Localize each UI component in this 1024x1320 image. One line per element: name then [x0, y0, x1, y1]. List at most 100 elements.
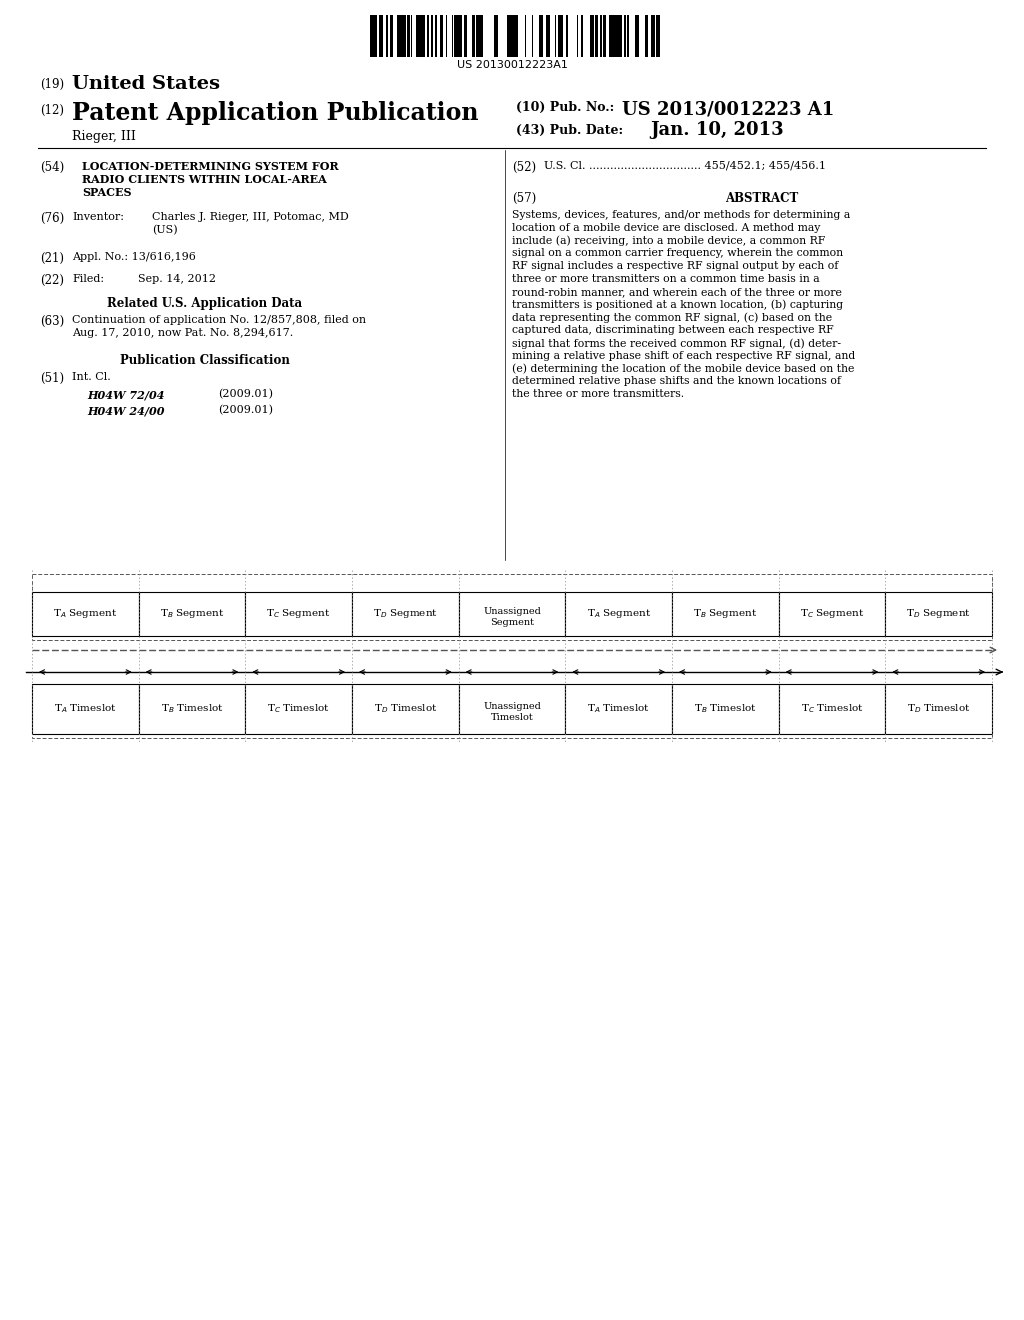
Text: US 20130012223A1: US 20130012223A1	[457, 59, 567, 70]
Text: Segment: Segment	[490, 618, 534, 627]
Text: the three or more transmitters.: the three or more transmitters.	[512, 389, 684, 399]
Bar	[672, 591, 778, 636]
Text: T$_{C}$ Timeslot: T$_{C}$ Timeslot	[267, 702, 330, 715]
Bar	[657, 15, 660, 57]
Text: T$_{A}$ Segment: T$_{A}$ Segment	[587, 607, 651, 620]
Text: T$_{B}$ Segment: T$_{B}$ Segment	[160, 607, 224, 620]
Text: Rieger, III: Rieger, III	[72, 129, 136, 143]
Bar	[560, 15, 563, 57]
Bar	[642, 15, 645, 57]
Bar	[370, 15, 373, 57]
Bar	[547, 15, 550, 57]
Text: Publication Classification: Publication Classification	[120, 354, 290, 367]
Bar	[595, 15, 598, 57]
Text: signal that forms the received common RF signal, (d) deter-: signal that forms the received common RF…	[512, 338, 841, 348]
Bar	[498, 15, 500, 57]
Bar	[483, 15, 486, 57]
Text: include (a) receiving, into a mobile device, a common RF: include (a) receiving, into a mobile dev…	[512, 235, 825, 246]
Text: (43) Pub. Date:: (43) Pub. Date:	[516, 124, 624, 137]
Bar	[433, 15, 435, 57]
Bar	[32, 684, 992, 738]
Text: determined relative phase shifts and the known locations of: determined relative phase shifts and the…	[512, 376, 841, 387]
Bar	[427, 15, 429, 57]
Bar	[543, 15, 546, 57]
Bar	[598, 15, 600, 57]
Bar	[586, 15, 589, 57]
Text: RADIO CLIENTS WITHIN LOCAL-AREA: RADIO CLIENTS WITHIN LOCAL-AREA	[82, 174, 327, 185]
Bar	[459, 684, 565, 734]
Bar	[464, 15, 467, 57]
Bar	[443, 15, 445, 57]
Text: Charles J. Rieger, III, Potomac, MD: Charles J. Rieger, III, Potomac, MD	[152, 213, 349, 222]
Text: T$_{A}$ Timeslot: T$_{A}$ Timeslot	[54, 702, 117, 715]
Bar	[886, 684, 992, 734]
Bar	[565, 684, 672, 734]
Bar	[32, 684, 138, 734]
Text: Timeslot: Timeslot	[490, 713, 534, 722]
Text: Sep. 14, 2012: Sep. 14, 2012	[138, 275, 216, 284]
Text: (54): (54)	[40, 161, 65, 174]
Bar	[617, 15, 620, 57]
Text: Aug. 17, 2010, now Pat. No. 8,294,617.: Aug. 17, 2010, now Pat. No. 8,294,617.	[72, 327, 293, 338]
Bar	[494, 15, 497, 57]
Text: (2009.01): (2009.01)	[218, 389, 273, 400]
Text: ABSTRACT: ABSTRACT	[725, 191, 799, 205]
Bar	[454, 15, 457, 57]
Text: (57): (57)	[512, 191, 537, 205]
Bar	[407, 15, 410, 57]
Text: Related U.S. Application Data: Related U.S. Application Data	[108, 297, 302, 310]
Bar	[425, 15, 427, 57]
Bar	[32, 591, 138, 636]
Bar	[400, 15, 403, 57]
Text: (63): (63)	[40, 315, 65, 327]
Bar	[352, 591, 459, 636]
Text: round-robin manner, and wherein each of the three or more: round-robin manner, and wherein each of …	[512, 286, 842, 297]
Bar	[516, 15, 518, 57]
Bar	[606, 15, 609, 57]
Bar	[490, 15, 494, 57]
Bar	[391, 15, 393, 57]
Bar	[480, 15, 483, 57]
Bar	[778, 684, 886, 734]
Bar	[590, 15, 593, 57]
Bar	[449, 15, 452, 57]
Bar	[886, 591, 992, 636]
Text: T$_{B}$ Segment: T$_{B}$ Segment	[693, 607, 758, 620]
Bar	[635, 15, 638, 57]
Bar	[620, 15, 622, 57]
Text: Int. Cl.: Int. Cl.	[72, 372, 111, 381]
Bar	[552, 15, 555, 57]
Bar	[556, 15, 558, 57]
Bar	[627, 15, 629, 57]
Bar	[568, 15, 570, 57]
Bar	[377, 15, 379, 57]
Bar	[416, 15, 419, 57]
Text: (2009.01): (2009.01)	[218, 405, 273, 416]
Text: (US): (US)	[152, 224, 177, 235]
Text: (22): (22)	[40, 275, 63, 286]
Text: H04W 72/04: H04W 72/04	[87, 389, 165, 400]
Bar	[246, 591, 352, 636]
Bar	[431, 15, 433, 57]
Text: Filed:: Filed:	[72, 275, 104, 284]
Text: T$_{A}$ Segment: T$_{A}$ Segment	[53, 607, 118, 620]
Bar	[489, 15, 490, 57]
Text: (76): (76)	[40, 213, 65, 224]
Bar	[370, 15, 373, 57]
Text: T$_{D}$ Timeslot: T$_{D}$ Timeslot	[907, 702, 971, 715]
Text: T$_{A}$ Timeslot: T$_{A}$ Timeslot	[587, 702, 650, 715]
Text: Unassigned: Unassigned	[483, 702, 541, 711]
Text: Inventor:: Inventor:	[72, 213, 124, 222]
Text: Patent Application Publication: Patent Application Publication	[72, 102, 478, 125]
Bar	[507, 15, 510, 57]
Bar	[565, 591, 672, 636]
Bar	[383, 15, 386, 57]
Text: T$_{B}$ Timeslot: T$_{B}$ Timeslot	[694, 702, 757, 715]
Bar	[583, 15, 586, 57]
Bar	[397, 15, 400, 57]
Text: Systems, devices, features, and/or methods for determining a: Systems, devices, features, and/or metho…	[512, 210, 850, 220]
Bar	[486, 15, 489, 57]
Text: Continuation of application No. 12/857,808, filed on: Continuation of application No. 12/857,8…	[72, 315, 367, 325]
Bar	[435, 15, 437, 57]
Bar	[467, 15, 469, 57]
